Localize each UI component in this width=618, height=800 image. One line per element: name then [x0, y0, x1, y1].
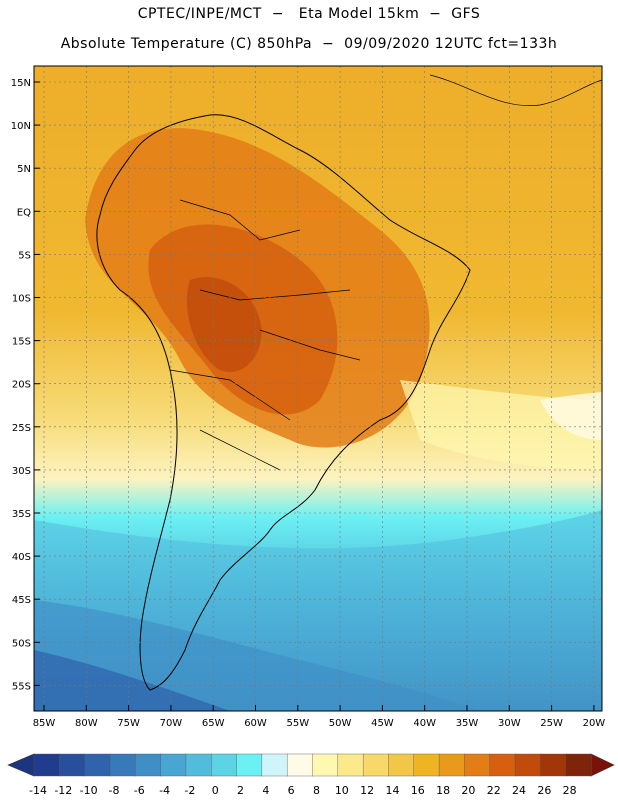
lat-label: 20S — [12, 380, 31, 391]
title-line-2: Absolute Temperature (C) 850hPa − 09/09/… — [60, 36, 558, 52]
lat-label: 30S — [12, 466, 31, 477]
colorbar-swatch — [489, 753, 516, 777]
colorbar-tick-label: 26 — [537, 784, 551, 797]
colorbar-tick-label: 16 — [411, 784, 425, 797]
colorbar-tick-label: -2 — [184, 784, 195, 797]
lat-label: 15S — [12, 337, 31, 348]
colorbar-tick-label: 20 — [461, 784, 475, 797]
colorbar-swatch — [565, 753, 592, 777]
lon-label: 45W — [371, 718, 394, 729]
lon-label: 55W — [286, 718, 309, 729]
colorbar-swatch — [388, 753, 415, 777]
lat-label: 35S — [12, 509, 31, 520]
colorbar-low-end — [7, 753, 35, 777]
colorbar-tick-label: 28 — [563, 784, 577, 797]
colorbar-tick-label: 12 — [360, 784, 374, 797]
colorbar-swatch — [312, 753, 339, 777]
colorbar-tick-label: -8 — [108, 784, 119, 797]
lon-label: 40W — [413, 718, 436, 729]
lat-label: 40S — [12, 552, 31, 563]
lat-label: 10N — [11, 121, 31, 132]
colorbar-tick-label: 18 — [436, 784, 450, 797]
colorbar-swatch — [109, 753, 136, 777]
lat-lon-grid — [34, 66, 602, 711]
lat-label: 50S — [12, 638, 31, 649]
latitude-labels: 15N 10N 5N EQ 5S 10S 15S 20S 25S 30S 35S 40S 45S 50S 5… — [11, 78, 31, 692]
lon-label: 25W — [540, 718, 563, 729]
colorbar-swatch — [514, 753, 542, 777]
colorbar-tick-label: 8 — [313, 784, 320, 797]
colorbar-swatch — [286, 753, 314, 777]
colorbar-swatch — [337, 753, 364, 777]
lon-label: 30W — [498, 718, 521, 729]
title-line-1: CPTEC/INPE/MCT − Eta Model 15km − GFS — [137, 6, 481, 22]
colorbar-swatch — [160, 753, 187, 777]
colorbar-swatch — [261, 753, 288, 777]
temperature-field — [34, 66, 602, 711]
colorbar-tick-label: -14 — [29, 784, 47, 797]
colorbar-tick-label: 0 — [212, 784, 219, 797]
colorbar-tick-label: 10 — [335, 784, 349, 797]
lat-label: 5S — [18, 250, 31, 261]
colorbar-swatch — [59, 753, 86, 777]
lat-label: 15N — [11, 78, 31, 89]
coastline — [96, 114, 471, 691]
lon-label: 60W — [244, 718, 267, 729]
colorbar-swatch — [438, 753, 466, 777]
lat-label: 55S — [12, 681, 31, 692]
colorbar-tick-label: -6 — [134, 784, 145, 797]
colorbar-swatch — [84, 753, 111, 777]
colorbar-high-end — [590, 753, 615, 777]
lon-label: 85W — [33, 718, 56, 729]
lon-label: 35W — [456, 718, 479, 729]
colorbar-tick-label: 24 — [512, 784, 526, 797]
lon-label: 75W — [117, 718, 140, 729]
lon-label: 50W — [329, 718, 352, 729]
colorbar-swatch — [540, 753, 567, 777]
map-frame — [33, 65, 603, 712]
colorbar-tick-label: 14 — [385, 784, 399, 797]
colorbar-swatch — [464, 753, 491, 777]
colorbar-swatch — [135, 753, 162, 777]
colorbar-tick-label: 6 — [288, 784, 295, 797]
lat-label: 10S — [12, 294, 31, 305]
lon-label: 80W — [75, 718, 98, 729]
lat-label: 5N — [17, 164, 31, 175]
colorbar — [7, 753, 615, 777]
colorbar-tick-label: -10 — [80, 784, 98, 797]
colorbar-tick-label: 22 — [487, 784, 501, 797]
colorbar-labels: -14 -12 -10 -8 -6 -4 -2 0 2 4 6 8 10 12 14 16 18 20 22 24 26… — [29, 784, 577, 797]
colorbar-tick-label: -4 — [159, 784, 170, 797]
colorbar-tick-label: 4 — [262, 784, 269, 797]
colorbar-swatch — [211, 753, 238, 777]
longitude-labels: 85W 80W 75W 70W 65W 60W 55W 50W 45W 40W 35W 30W 25W 2… — [33, 718, 606, 729]
colorbar-swatch — [33, 753, 61, 777]
colorbar-swatch — [236, 753, 263, 777]
lon-label: 65W — [202, 718, 225, 729]
lon-label: 70W — [160, 718, 183, 729]
lon-label: 20W — [583, 718, 606, 729]
lat-label: 25S — [12, 423, 31, 434]
colorbar-swatch — [362, 753, 390, 777]
colorbar-swatch — [185, 753, 212, 777]
colorbar-tick-label: 2 — [237, 784, 244, 797]
lat-label: EQ — [17, 207, 31, 218]
colorbar-tick-label: -12 — [54, 784, 72, 797]
colorbar-swatch — [413, 753, 440, 777]
lat-label: 45S — [12, 595, 31, 606]
